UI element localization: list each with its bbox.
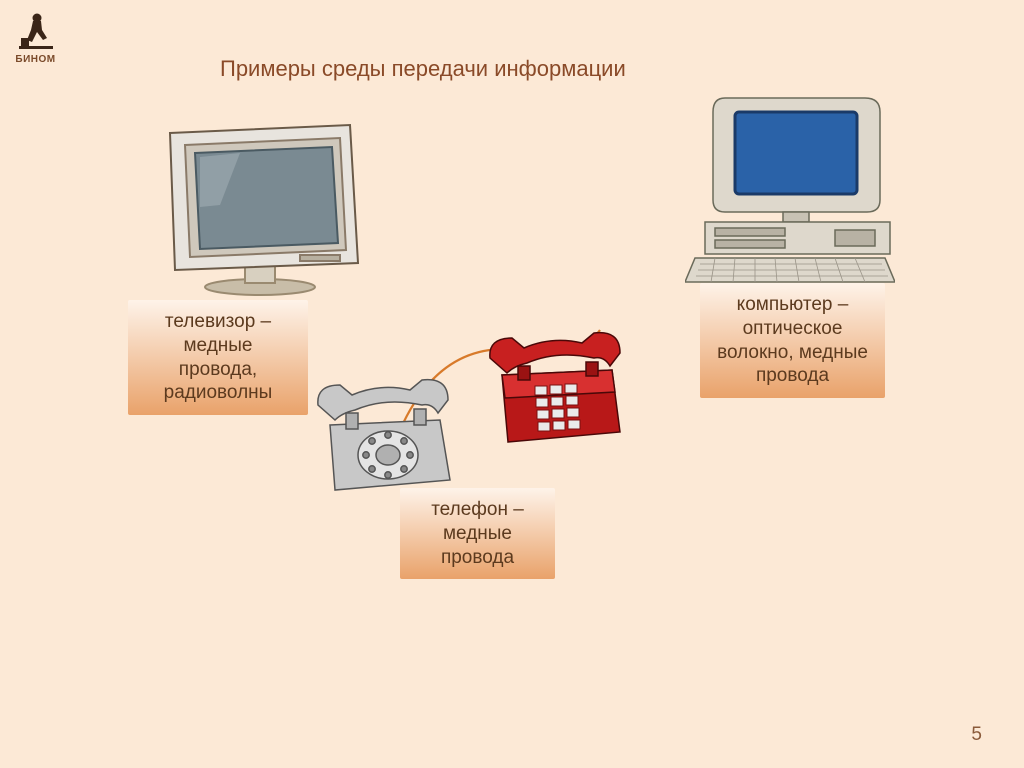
tv-image [150, 115, 370, 300]
logo-text: БИНОМ [8, 54, 63, 65]
label-tv: телевизор – медные провода, радиоволны [128, 300, 308, 415]
label-phone: телефон – медные провода [400, 488, 555, 579]
phone-red-image [480, 320, 630, 460]
phone-gray-image [310, 365, 460, 505]
logo: БИНОМ [8, 10, 63, 65]
slide-title: Примеры среды передачи информации [220, 56, 626, 82]
page-number: 5 [971, 724, 982, 746]
slide: БИНОМ Примеры среды передачи информации [0, 0, 1024, 768]
label-computer: компьютер – оптическое волокно, медные п… [700, 283, 885, 398]
computer-image [685, 90, 895, 285]
logo-icon [15, 10, 57, 52]
